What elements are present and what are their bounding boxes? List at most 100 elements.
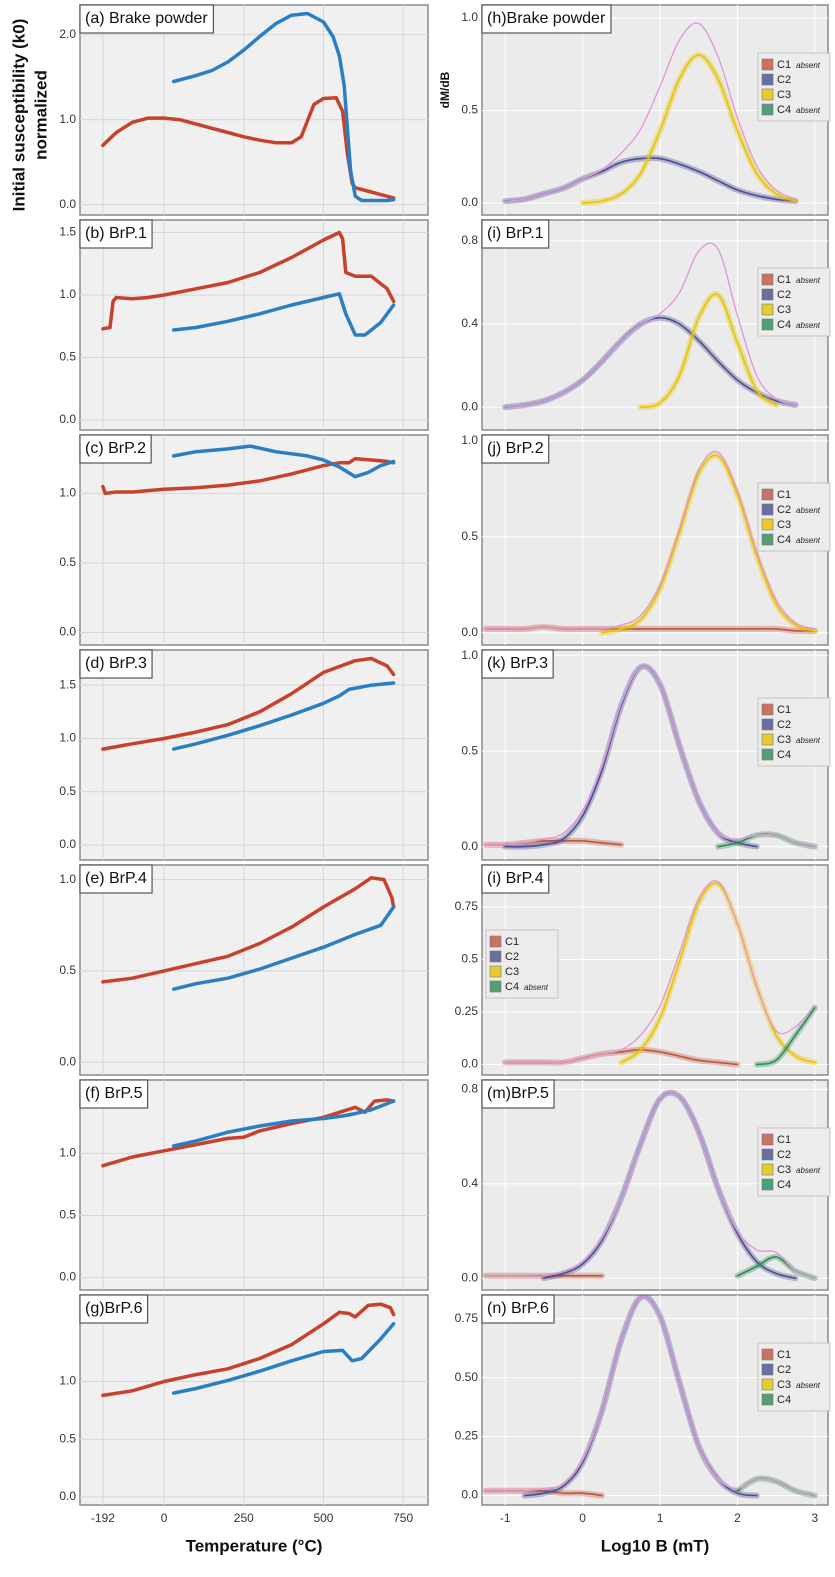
y-tick-label: 0.0 xyxy=(461,1057,478,1071)
y-tick-label: 0.8 xyxy=(461,233,478,247)
x-tick-label: 250 xyxy=(234,1511,254,1525)
series-line xyxy=(620,882,816,1064)
plot-area xyxy=(101,876,396,991)
y-tick-label: 0.75 xyxy=(455,1311,479,1325)
y-tick-label: 0.0 xyxy=(59,1270,76,1284)
legend-status: absent xyxy=(796,736,821,745)
fit-line xyxy=(485,1092,816,1279)
series-line xyxy=(171,444,396,479)
y-tick-label: 0.5 xyxy=(59,784,76,798)
series-line xyxy=(101,456,396,496)
y-tick-label: 0.0 xyxy=(59,1489,76,1503)
y-tick-label: 0.5 xyxy=(59,1208,76,1222)
y-tick-label: 0.5 xyxy=(59,350,76,364)
series-line xyxy=(101,656,396,751)
legend-swatch xyxy=(761,533,774,546)
panel-title: (i) BrP.1 xyxy=(487,225,544,242)
y-tick-label: 1.0 xyxy=(59,486,76,500)
y-axis-title: Initial susceptibility (k0) xyxy=(9,19,28,212)
y-tick-label: 0.5 xyxy=(59,1431,76,1445)
y-tick-label: 1.0 xyxy=(461,433,478,447)
panel-title: (a) Brake powder xyxy=(85,10,208,27)
legend-status: absent xyxy=(524,983,549,992)
series-line xyxy=(101,876,396,984)
x-tick-label: 0 xyxy=(579,1511,586,1525)
legend-status: absent xyxy=(796,321,821,330)
x-tick-label: 750 xyxy=(393,1511,413,1525)
panel-title-box xyxy=(481,649,554,679)
y-axis-title: normalized xyxy=(31,70,50,160)
y-tick-label: 0.5 xyxy=(59,555,76,569)
legend-label: C1 xyxy=(777,1134,791,1146)
panel-title-box xyxy=(79,1079,149,1109)
y-tick-label: 0.0 xyxy=(461,399,478,413)
legend-label: C1 xyxy=(505,936,519,948)
panel-title: (b) BrP.1 xyxy=(85,225,147,242)
series-line xyxy=(171,292,396,337)
panel-background xyxy=(79,1294,429,1506)
panel-title-box xyxy=(481,219,550,249)
panel-title: (h)Brake powder xyxy=(487,10,606,27)
legend-label: C1 xyxy=(777,1349,791,1361)
plot-area xyxy=(101,1302,396,1398)
legend-swatch xyxy=(761,1178,774,1191)
x-tick-label: 500 xyxy=(313,1511,333,1525)
legend-label: C3 xyxy=(777,1379,791,1391)
legend-swatch xyxy=(761,1133,774,1146)
x-tick-label: 0 xyxy=(161,1511,168,1525)
legend-swatch xyxy=(761,718,774,731)
panel-title: (c) BrP.2 xyxy=(85,440,146,457)
series-line xyxy=(639,293,777,408)
panel-title: (j) BrP.2 xyxy=(487,440,544,457)
y-tick-label: 0.5 xyxy=(461,529,478,543)
panel-title-box xyxy=(481,4,612,34)
panel-background xyxy=(79,1079,429,1291)
series-line xyxy=(101,1098,396,1168)
panel xyxy=(79,1294,429,1506)
y-tick-label: 0.5 xyxy=(461,743,478,757)
y-tick-label: 1.5 xyxy=(59,225,76,239)
panel-background xyxy=(79,649,429,861)
plot-area xyxy=(482,1295,818,1499)
y-tick-label: 1.0 xyxy=(461,648,478,662)
plot-area xyxy=(502,242,799,411)
x-tick-label: -1 xyxy=(500,1511,511,1525)
y-tick-label: 0.0 xyxy=(59,837,76,851)
panel-title-box xyxy=(79,864,153,894)
plot-area xyxy=(101,230,396,337)
series-line xyxy=(756,1007,816,1066)
panel-title: (d) BrP.3 xyxy=(85,655,147,672)
plot-area xyxy=(101,1098,396,1168)
legend-swatch xyxy=(761,288,774,301)
legend-label: C3 xyxy=(777,519,791,531)
legend-label: C3 xyxy=(777,89,791,101)
legend-swatch xyxy=(761,1378,774,1391)
legend-label: C1 xyxy=(777,704,791,716)
x-tick-label: -192 xyxy=(91,1511,115,1525)
legend-swatch xyxy=(761,488,774,501)
legend-label: C4 xyxy=(777,1394,791,1406)
series-line xyxy=(171,1322,396,1395)
plot-area xyxy=(101,444,396,496)
series-line xyxy=(171,11,396,203)
plot-area xyxy=(101,656,396,751)
panel xyxy=(79,649,429,861)
panel-title-box xyxy=(79,434,152,464)
legend-label: C2 xyxy=(505,951,519,963)
legend-swatch xyxy=(489,950,502,963)
fit-line xyxy=(504,242,797,408)
x-tick-label: 2 xyxy=(734,1511,741,1525)
legend-swatch xyxy=(761,1148,774,1161)
y-tick-label: 0.5 xyxy=(461,952,478,966)
legend-status: absent xyxy=(796,61,821,70)
legend-swatch xyxy=(761,1163,774,1176)
fit-line xyxy=(504,22,797,202)
legend-label: C4 xyxy=(777,319,791,331)
series-line xyxy=(101,1302,396,1398)
legend-swatch xyxy=(489,965,502,978)
legend-swatch xyxy=(761,88,774,101)
series-line xyxy=(581,54,797,204)
fit-line xyxy=(485,665,816,848)
legend-swatch xyxy=(761,273,774,286)
plot-area xyxy=(101,11,396,203)
